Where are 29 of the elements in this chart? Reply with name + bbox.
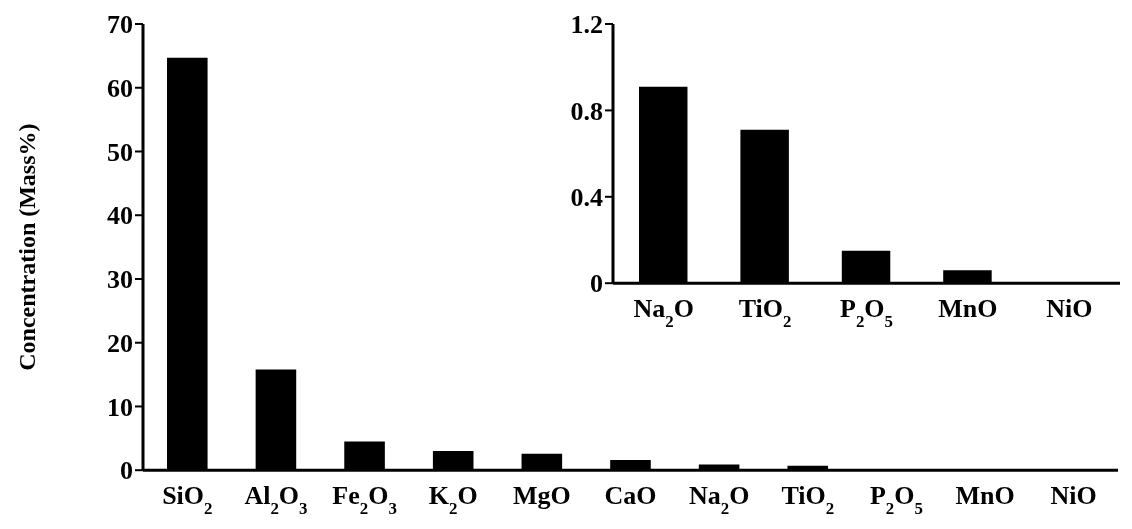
y-tick-label: 10 xyxy=(107,392,133,422)
y-tick-label: 0 xyxy=(590,269,603,299)
x-tick-label: Fe$_{2}$O$_{3}$ xyxy=(332,481,397,518)
y-tick-label: 60 xyxy=(107,73,133,103)
x-tick-label: MnO xyxy=(938,294,998,324)
y-tick-label: 70 xyxy=(107,10,133,40)
x-tick-label: P$_{2}$O$_{5}$ xyxy=(869,481,923,518)
y-tick-label: 40 xyxy=(107,201,133,231)
y-tick-label: 0.8 xyxy=(570,96,603,126)
x-tick-label: Al$_{2}$O$_{3}$ xyxy=(244,481,308,518)
y-axis-title: Concentration (Mass%) xyxy=(13,123,40,371)
x-tick-label: K$_{2}$O xyxy=(428,481,478,518)
x-tick-label: Na$_{2}$O xyxy=(633,294,694,331)
x-tick-label: CaO xyxy=(604,481,657,511)
x-tick-label: NiO xyxy=(1050,481,1097,511)
y-tick-label: 20 xyxy=(107,328,133,358)
y-tick-label: 0 xyxy=(120,456,133,486)
x-tick-label: Na$_{2}$O xyxy=(688,481,750,518)
y-tick-label: 0.4 xyxy=(570,183,603,213)
x-tick-label: NiO xyxy=(1046,294,1093,324)
x-tick-label: TiO$_{2}$ xyxy=(781,481,835,518)
x-tick-label: MgO xyxy=(512,481,571,511)
x-tick-label: TiO$_{2}$ xyxy=(738,294,792,331)
x-tick-label: SiO$_{2}$ xyxy=(162,481,213,518)
y-tick-label: 50 xyxy=(107,137,133,167)
x-tick-label: P$_{2}$O$_{5}$ xyxy=(839,294,894,331)
y-tick-label: 1.2 xyxy=(570,10,603,40)
x-tick-label: MnO xyxy=(955,481,1015,511)
y-tick-label: 30 xyxy=(107,265,133,295)
